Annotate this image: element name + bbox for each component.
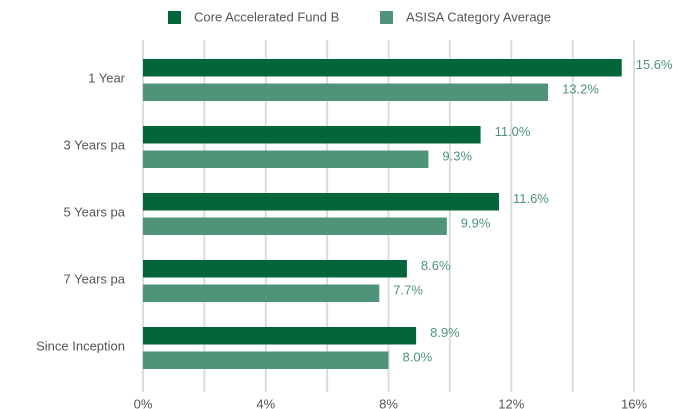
bar [143,126,481,144]
x-tick-label: 12% [498,396,524,409]
y-tick-label: 5 Years pa [64,204,126,219]
legend-swatch [380,11,393,24]
bar [143,327,417,345]
value-label: 9.3% [442,149,472,164]
y-tick-label: Since Inception [36,338,125,353]
x-tick-label: 4% [256,396,275,409]
value-label: 8.0% [403,350,433,365]
y-tick-label: 3 Years pa [64,137,126,152]
value-label: 8.6% [421,258,451,273]
bar [143,150,429,168]
bar [143,260,407,278]
legend-label: ASISA Category Average [406,9,551,24]
value-label: 15.6% [636,57,673,72]
value-label: 8.9% [430,325,460,340]
value-label: 11.0% [495,124,531,139]
bar [143,351,389,369]
legend-label: Core Accelerated Fund B [194,9,339,24]
y-tick-label: 1 Year [88,70,126,85]
bar [143,193,499,211]
x-tick-label: 16% [621,396,647,409]
value-label: 7.7% [393,283,423,298]
value-label: 13.2% [562,82,599,97]
bar [143,284,380,302]
bar [143,59,622,77]
x-tick-label: 0% [134,396,153,409]
bar [143,83,549,101]
value-label: 11.6% [513,191,549,206]
value-label: 9.9% [461,216,491,231]
legend-swatch [168,11,181,24]
bar [143,217,447,235]
y-tick-label: 7 Years pa [64,271,126,286]
x-tick-label: 8% [379,396,398,409]
